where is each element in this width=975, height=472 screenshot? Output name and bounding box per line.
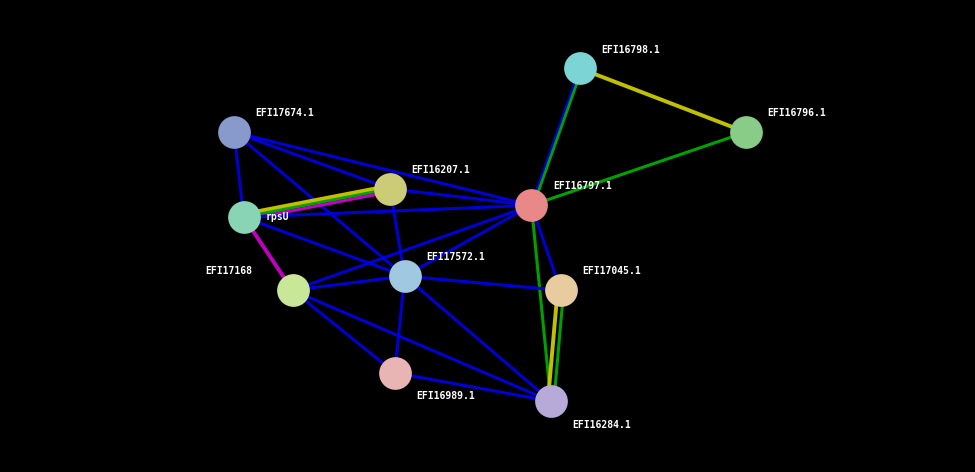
Point bbox=[382, 185, 398, 193]
Point bbox=[285, 287, 300, 294]
Text: EFI16797.1: EFI16797.1 bbox=[553, 181, 611, 192]
Text: EFI16796.1: EFI16796.1 bbox=[767, 108, 826, 118]
Point bbox=[236, 213, 252, 221]
Point bbox=[543, 397, 559, 405]
Text: EFI16798.1: EFI16798.1 bbox=[602, 44, 660, 55]
Text: rpsU: rpsU bbox=[265, 212, 289, 222]
Point bbox=[397, 272, 412, 280]
Point bbox=[387, 369, 403, 377]
Point bbox=[738, 128, 754, 136]
Text: EFI16207.1: EFI16207.1 bbox=[411, 165, 470, 175]
Text: EFI16989.1: EFI16989.1 bbox=[416, 391, 475, 402]
Point bbox=[553, 287, 568, 294]
Point bbox=[572, 65, 588, 72]
Text: EFI17674.1: EFI17674.1 bbox=[255, 108, 314, 118]
Text: EFI16284.1: EFI16284.1 bbox=[572, 420, 631, 430]
Point bbox=[226, 128, 242, 136]
Point bbox=[524, 202, 539, 209]
Text: EFI17168: EFI17168 bbox=[205, 266, 252, 277]
Text: EFI17572.1: EFI17572.1 bbox=[426, 252, 485, 262]
Text: EFI17045.1: EFI17045.1 bbox=[582, 266, 641, 277]
